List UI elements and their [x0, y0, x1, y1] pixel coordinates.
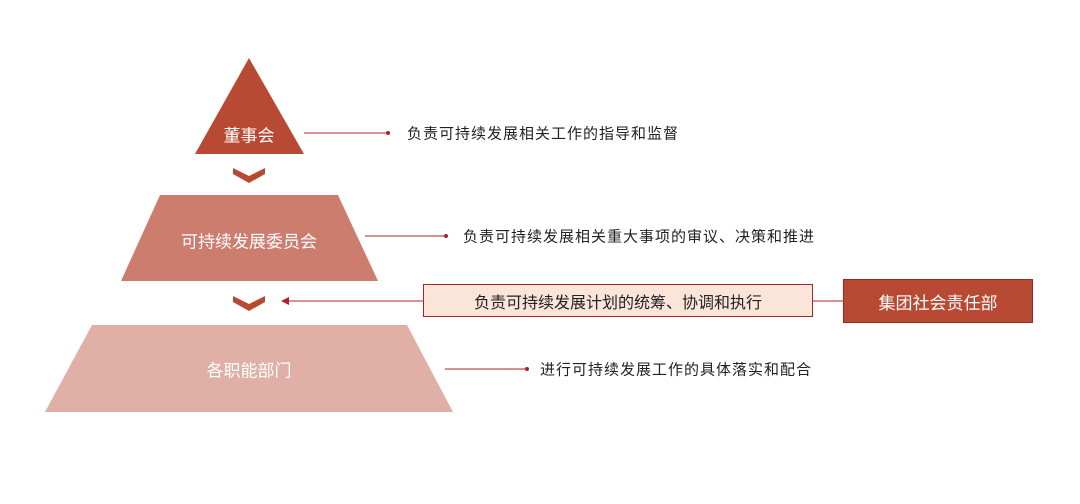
level-2-trapezoid [121, 195, 378, 281]
coordination-description-box: 负责可持续发展计划的统筹、协调和执行 [423, 284, 813, 317]
connector-dot [386, 131, 390, 135]
level-2-label: 可持续发展委员会 [181, 232, 317, 253]
level-1-label: 董事会 [223, 126, 275, 147]
level-3-label: 各职能部门 [206, 361, 292, 382]
level-3-trapezoid [45, 325, 453, 412]
level-3-description: 进行可持续发展工作的具体落实和配合 [540, 360, 813, 379]
connector-dot [444, 234, 448, 238]
level-1-triangle [195, 58, 304, 154]
connector-dot [525, 367, 529, 371]
chevron-down-icon [233, 296, 265, 311]
chevron-down-icon [233, 168, 265, 183]
level-2-description: 负责可持续发展相关重大事项的审议、决策和推进 [463, 227, 816, 246]
level-1-description: 负责可持续发展相关工作的指导和监督 [407, 124, 680, 143]
arrow-left-icon [281, 297, 289, 305]
department-box: 集团社会责任部 [843, 279, 1033, 323]
